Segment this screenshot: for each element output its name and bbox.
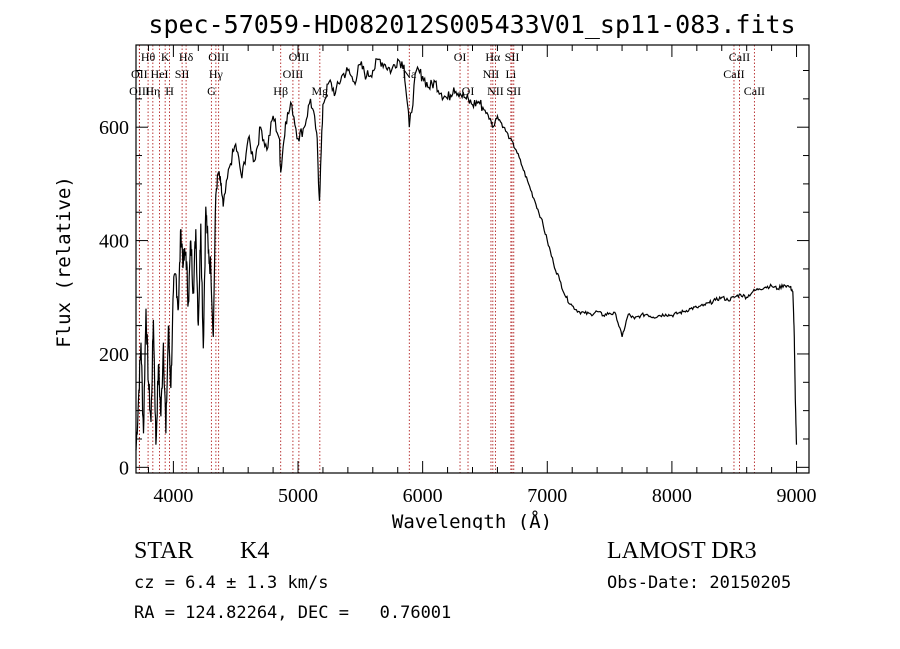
spectral-line-label: H [165,84,174,98]
spectral-line-label: Hα [485,50,501,64]
spectral-line-label: CaII [744,84,765,98]
spectral-line-label: SII [506,84,521,98]
x-tick-label: 7000 [527,485,567,507]
spectral-line-label: Hδ [179,50,194,64]
x-tick-label: 8000 [652,485,692,507]
spectral-line-label: Hβ [273,84,288,98]
spectrum-chart: spec-57059-HD082012S005433V01_sp11-083.f… [53,10,817,530]
spectral-line-label: Li [506,67,517,81]
spectral-line-label: OI [462,84,475,98]
spectral-line-label: OIII [129,84,150,98]
y-tick-label: 600 [99,117,129,139]
x-tick-label: 9000 [777,485,817,507]
spectrum-line [135,57,798,451]
x-axis-label: Wavelength (Å) [392,510,552,530]
y-axis-label: Flux (relative) [53,176,75,348]
spectral-line-label: Na [402,67,417,81]
spectral-line-label: Hη [145,84,160,98]
spectral-line-label: NII [487,84,504,98]
spectral-line-label: OIII [283,67,304,81]
spectral-line-label: Mg [311,84,328,98]
observation-date: Obs-Date: 20150205 [607,573,792,593]
x-tick-label: 4000 [153,485,193,507]
spectral-line-label: OIII [208,50,229,64]
y-tick-label: 0 [119,457,129,479]
y-tick-label: 400 [99,231,129,253]
spectral-line-label: CaII [723,67,744,81]
chart-title: spec-57059-HD082012S005433V01_sp11-083.f… [148,10,795,39]
spectral-line-markers [138,45,755,473]
y-tick-label: 200 [99,344,129,366]
x-tick-label: 6000 [403,485,443,507]
spectral-line-label: OIII [289,50,310,64]
spectral-line-label: SII [175,67,190,81]
spectral-line-label: OI [454,50,467,64]
redshift-text: cz = 6.4 ± 1.3 km/s [134,573,329,593]
spectral-line-label: Hγ [209,67,224,81]
spectral-subclass: K4 [240,538,270,564]
plot-frame [135,44,810,474]
x-tick-label: 5000 [278,485,318,507]
spectral-line-label: G [207,84,216,98]
spectral-line-label: NII [483,67,500,81]
object-type: STAR [134,538,194,564]
spectral-line-label: K [161,50,170,64]
spectral-line-label: OII [131,67,148,81]
spectral-line-label: HeI [151,67,169,81]
spectral-line-label: CaII [729,50,750,64]
spectral-line-label: Hθ [141,50,156,64]
survey-name: LAMOST DR3 [607,538,757,564]
spectral-line-label: SII [505,50,520,64]
coordinates-text: RA = 124.82264, DEC = 0.76001 [134,603,452,623]
axis-ticks: 4000 5000 6000 7000 8000 9000 0 200 400 600 [99,45,817,507]
